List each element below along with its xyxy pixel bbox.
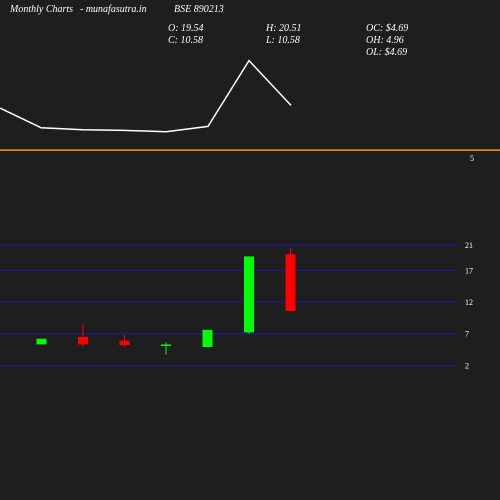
low-value: L: 10.58 (266, 35, 300, 46)
candle-body (161, 344, 171, 346)
price-tick-label: 7 (465, 330, 469, 339)
price-tick-label: 2 (465, 361, 469, 370)
candles (36, 248, 296, 355)
close-value: C: 10.58 (168, 35, 203, 46)
open-high-value: OH: 4.96 (366, 35, 404, 46)
high-value: H: 20.51 (266, 23, 302, 34)
candle-body (244, 256, 254, 333)
candle-body (202, 329, 213, 347)
open-close-value: OC: $4.69 (366, 23, 409, 34)
price-axis: 2 7 12 17 21 (465, 241, 473, 370)
indicator-level-label: 5 (470, 154, 474, 163)
open-value: O: 19.54 (168, 23, 204, 34)
price-tick-label: 12 (465, 298, 473, 307)
price-gridlines (0, 244, 458, 366)
indicator-line (0, 59, 292, 133)
source-label: - munafasutra.in (80, 4, 147, 15)
open-low-value: OL: $4.69 (366, 47, 408, 58)
candle-body (78, 336, 88, 345)
candle-body (119, 340, 130, 346)
candle-body (36, 338, 47, 345)
indicator-panel: 5 (0, 59, 500, 163)
candle-body (285, 254, 296, 311)
price-tick-label: 21 (465, 241, 473, 250)
symbol-label: BSE 890213 (174, 4, 224, 15)
price-tick-label: 17 (465, 266, 473, 275)
chart-title: Monthly Charts (10, 4, 74, 15)
